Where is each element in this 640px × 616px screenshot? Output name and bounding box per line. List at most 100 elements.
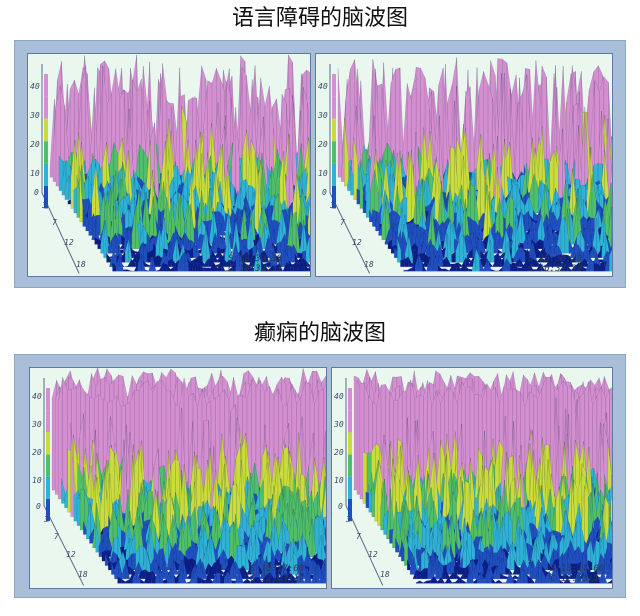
spectral-peak xyxy=(612,185,613,199)
color-scale-segment xyxy=(332,74,336,97)
eeg-panel: 40 30 20 10 0 3 7 12 18 S 13:17:00 C 12:… xyxy=(331,367,613,589)
spectral-peak xyxy=(201,578,206,584)
z-tick: 12 xyxy=(66,550,76,559)
z-tick: 12 xyxy=(64,238,74,247)
spectral-peak xyxy=(126,269,131,272)
spectral-peak xyxy=(611,207,612,250)
color-scale-segment xyxy=(46,499,50,522)
eeg-3d-plot xyxy=(345,369,612,586)
z-tick: 3 xyxy=(330,201,335,210)
timestamp-c: C 10:32:33 xyxy=(528,264,583,274)
z-tick: 0 xyxy=(322,188,327,197)
y-tick: 10 xyxy=(32,476,42,485)
plot-axis xyxy=(345,378,384,586)
eeg-3d-plot xyxy=(41,54,310,274)
spectral-peak xyxy=(151,577,156,584)
spectral-peak xyxy=(106,252,111,263)
spectral-peak xyxy=(206,267,211,272)
spectral-peak xyxy=(170,266,175,272)
spectral-peak xyxy=(192,265,197,272)
spectral-peak xyxy=(145,263,150,268)
color-scale-segment xyxy=(348,499,352,522)
spectral-peak xyxy=(163,262,168,272)
spectral-peak xyxy=(560,216,566,254)
y-tick: 40 xyxy=(32,392,42,401)
z-tick: 0 xyxy=(36,502,41,511)
color-scale-segment xyxy=(348,432,352,455)
timestamp-s: S 10:30:39 xyxy=(228,254,283,264)
spectral-peak xyxy=(498,266,503,272)
color-scale-segment xyxy=(348,388,352,411)
y-tick: 10 xyxy=(30,169,40,178)
color-scale-segment xyxy=(332,141,336,164)
color-scale-segment xyxy=(44,118,48,142)
spectral-peak xyxy=(144,269,149,272)
eeg-frame-speech-disorder: 40 30 20 10 0 3 7 12 18 S 10:30:39 C 10:… xyxy=(14,40,626,288)
y-tick: 20 xyxy=(32,448,42,457)
color-scale-segment xyxy=(44,96,48,119)
y-tick: 30 xyxy=(32,420,42,429)
spectral-peak xyxy=(155,269,160,272)
z-tick: 0 xyxy=(34,188,39,197)
y-tick: 40 xyxy=(30,82,40,91)
y-tick: 30 xyxy=(318,111,328,120)
spectral-peak xyxy=(509,263,515,272)
spectral-peak xyxy=(445,268,450,272)
spectral-peak xyxy=(490,269,496,272)
spectral-peak xyxy=(539,239,544,250)
spectral-peak xyxy=(407,267,412,272)
plot-axis xyxy=(41,64,80,274)
spectral-peak xyxy=(517,267,522,272)
spectral-peak xyxy=(589,256,595,272)
spectral-peak xyxy=(400,259,405,268)
spectral-peak xyxy=(309,235,310,263)
spectral-peak xyxy=(62,377,68,500)
color-scale-segment xyxy=(44,141,48,164)
eeg-panel: 40 30 20 10 0 3 7 12 18 S 10:30:39 C 10:… xyxy=(27,53,311,277)
spectral-peak xyxy=(158,548,164,571)
timestamp-s: S 13:17:00 xyxy=(250,564,305,574)
spectral-peak xyxy=(326,559,327,565)
spectral-peak xyxy=(325,573,326,580)
spectral-peak xyxy=(140,578,145,584)
spectral-peak xyxy=(131,553,136,571)
spectral-peak xyxy=(582,266,587,272)
color-scale-segment xyxy=(46,410,50,433)
color-scale-segment xyxy=(44,74,48,97)
spectral-peak xyxy=(611,191,612,218)
spectral-peak xyxy=(195,265,200,272)
spectral-peak xyxy=(185,581,191,584)
spectral-peak xyxy=(174,577,179,584)
spectral-peak xyxy=(216,572,221,584)
spectral-peak xyxy=(612,238,613,253)
spectral-peak xyxy=(123,265,129,268)
spectral-peak xyxy=(494,270,499,272)
spectral-peak xyxy=(584,485,589,544)
eeg-3d-plot xyxy=(43,368,327,586)
z-tick: 18 xyxy=(76,260,86,269)
spectral-peak xyxy=(322,569,326,584)
z-tick: 12 xyxy=(352,238,362,247)
eeg-panel: 40 30 20 10 0 3 7 12 18 S 10:30:39 C 10:… xyxy=(315,53,613,277)
spectral-peak xyxy=(309,237,310,250)
spectral-peak xyxy=(337,68,343,178)
spectral-peak xyxy=(277,241,282,254)
color-scale-segment xyxy=(332,163,336,186)
z-tick: 7 xyxy=(54,532,59,541)
z-tick: 3 xyxy=(44,515,49,524)
spectral-peak xyxy=(231,580,236,584)
y-tick: 20 xyxy=(30,140,40,149)
color-scale-segment xyxy=(332,186,336,209)
timestamp-c: C 12:03:17 xyxy=(250,574,305,584)
spectral-peak xyxy=(325,547,326,562)
plot-axis xyxy=(329,64,371,274)
spectral-peak xyxy=(325,507,326,531)
color-scale-segment xyxy=(46,454,50,477)
spectral-peak xyxy=(208,258,213,268)
spectral-peak xyxy=(300,263,305,272)
spectral-peak xyxy=(308,266,310,272)
spectral-peak xyxy=(306,261,310,268)
spectral-peak xyxy=(441,268,446,272)
color-scale-segment xyxy=(348,476,352,499)
spectral-peak xyxy=(141,569,146,580)
